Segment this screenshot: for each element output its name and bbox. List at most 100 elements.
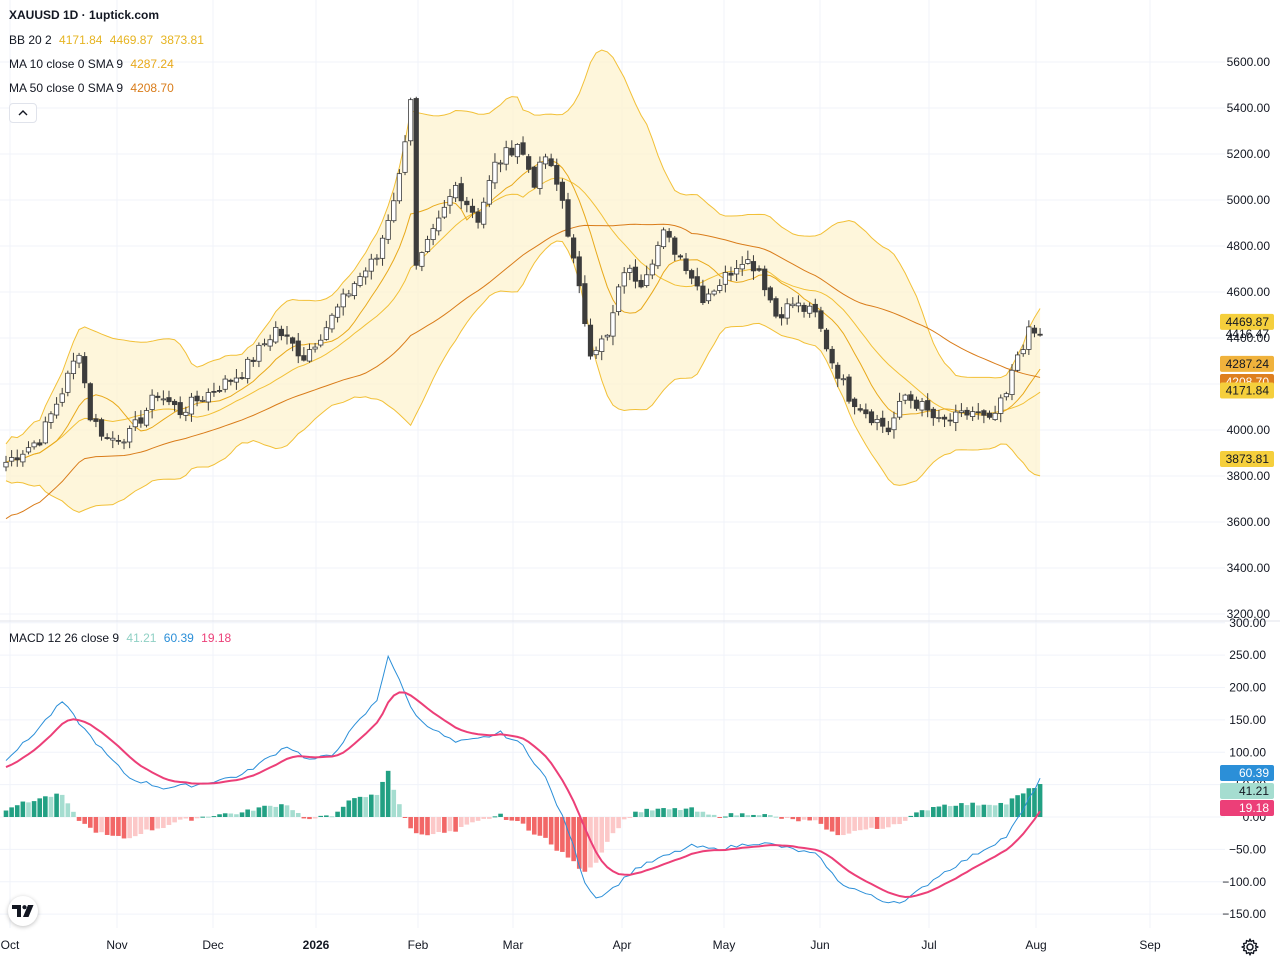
candle-body [638, 279, 644, 288]
macd-hist-bar [301, 817, 307, 819]
macd-hist-bar [678, 810, 683, 817]
candle-body [149, 394, 155, 410]
macd-hist-bar [1026, 788, 1032, 817]
price-tick-label: 5000.00 [1227, 193, 1271, 207]
x-axis-label: Feb [408, 938, 429, 952]
candle-body [216, 390, 223, 392]
macd-hist-bar [959, 803, 964, 817]
legend-ma50[interactable]: MA 50 close 0 SMA 9 4208.70 [9, 81, 174, 95]
macd-hist-bar [908, 815, 914, 817]
macd-hist-bar [464, 817, 470, 825]
macd-tick-label: 250.00 [1229, 648, 1266, 662]
macd-hist-bar [694, 811, 700, 817]
candle-body [222, 378, 228, 390]
macd-hist-bar [925, 810, 930, 817]
macd-hist-bar [869, 817, 874, 828]
macd-hist-bar [211, 816, 217, 818]
price-tick-label: 3600.00 [1227, 515, 1271, 529]
candle-body [98, 419, 105, 437]
macd-hist-bar [256, 807, 262, 817]
macd-hist-bar [161, 817, 166, 829]
candle-body [121, 441, 127, 444]
macd-tick-label: 200.00 [1229, 681, 1266, 695]
legend-macd[interactable]: MACD 12 26 close 9 41.21 60.39 19.18 [9, 631, 231, 645]
candle-body [160, 398, 166, 401]
candle-body [644, 274, 650, 286]
macd-hist-bar [295, 813, 301, 817]
legend-ma10[interactable]: MA 10 close 0 SMA 9 4287.24 [9, 57, 174, 71]
candle-body [750, 261, 757, 272]
macd-hist-bar [65, 803, 71, 817]
macd-hist-bar [59, 794, 65, 817]
macd-hist-bar [458, 817, 464, 827]
macd-hist-bar [262, 805, 267, 817]
candle-body [756, 268, 762, 271]
macd-hist-bar [324, 815, 329, 817]
macd-hist-bar [610, 817, 616, 834]
candle-body [745, 259, 751, 264]
candle-body [868, 411, 875, 424]
candle-body [683, 258, 689, 271]
macd-hist-bar [166, 817, 172, 825]
macd-hist-bar [638, 812, 644, 817]
price-axis-badge-text: 3873.81 [1226, 452, 1270, 466]
macd-hist-bar [537, 817, 543, 836]
macd-hist-bar [222, 813, 228, 817]
macd-hist-bar [829, 817, 835, 832]
macd-hist-bar [902, 817, 908, 821]
macd-hist-bar [818, 817, 824, 824]
macd-hist-bar [14, 805, 20, 817]
macd-hist-bar [239, 812, 245, 817]
collapse-legend-button[interactable] [9, 103, 37, 123]
candle-body [295, 340, 301, 357]
macd-hist-bar [37, 798, 43, 817]
macd-hist-bar [138, 817, 144, 834]
candle-body [374, 257, 380, 260]
macd-hist-bar [773, 816, 779, 818]
candle-body [1009, 369, 1015, 396]
candle-body [739, 263, 745, 270]
candle-body [70, 360, 77, 374]
macd-hist-bar [554, 817, 560, 851]
candle-body [301, 355, 307, 361]
macd-hist-bar [498, 813, 503, 817]
macd-hist-bar [76, 817, 82, 821]
macd-hist-bar [335, 811, 340, 817]
macd-axis-badge-bg [1220, 765, 1274, 781]
macd-hist-bar [571, 817, 576, 862]
bb-band-fill [6, 50, 1041, 513]
macd-hist-bar [31, 801, 37, 817]
candle-body [554, 165, 560, 185]
x-axis-label: Mar [503, 938, 524, 952]
candle-body [711, 290, 717, 295]
candle-body [896, 400, 903, 418]
x-axis-label: Oct [1, 938, 20, 952]
macd-hist-bar [953, 805, 959, 817]
tradingview-logo[interactable] [8, 896, 38, 926]
macd-hist-bar [947, 806, 953, 817]
macd-hist-bar [104, 817, 110, 835]
macd-hist-bar [183, 817, 189, 819]
gear-icon[interactable] [1240, 937, 1260, 957]
macd-hist-bar [857, 817, 863, 831]
candle-body [998, 397, 1004, 414]
macd-hist-bar [812, 817, 818, 821]
macd-hist-bar [189, 817, 194, 821]
price-axis-badge: 3873.81 [1220, 451, 1274, 468]
candle-body [604, 334, 610, 338]
price-axis-badge: 4287.24 [1220, 355, 1274, 372]
legend-bb[interactable]: BB 20 2 4171.84 4469.87 3873.81 [9, 33, 204, 47]
price-axis-badge-text: 4416.47 [1226, 327, 1270, 341]
candle-body [1003, 393, 1009, 398]
price-axis-badge-text: 4469.87 [1226, 315, 1270, 329]
macd-tick-label: 150.00 [1229, 713, 1266, 727]
macd-hist-bar [992, 805, 998, 817]
candle-body [368, 258, 374, 272]
macd-hist-bar [874, 817, 880, 829]
candle-body [953, 411, 959, 423]
price-tick-label: 4600.00 [1227, 285, 1271, 299]
candle-body [464, 200, 470, 206]
candle-body [548, 158, 554, 167]
candle-body [250, 359, 256, 362]
